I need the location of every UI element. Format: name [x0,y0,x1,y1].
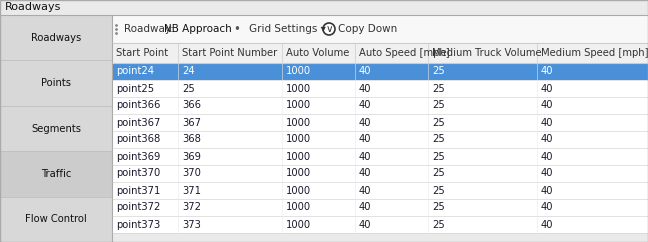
Text: point373: point373 [116,219,160,229]
Text: 40: 40 [359,135,371,144]
Bar [112,165,648,182]
Text: point24: point24 [116,67,154,76]
Text: Roadway:: Roadway: [124,24,174,34]
Text: Medium Truck Volume: Medium Truck Volume [432,48,542,58]
Text: 25: 25 [432,83,445,93]
Text: 40: 40 [541,168,553,179]
Bar [112,131,648,148]
Text: 40: 40 [541,83,553,93]
Text: •: • [233,23,240,36]
Text: 40: 40 [359,186,371,196]
Text: 25: 25 [432,118,445,128]
Text: point370: point370 [116,168,160,179]
Bar [112,114,648,131]
Text: 368: 368 [182,135,201,144]
Text: 40: 40 [359,219,371,229]
Bar [0,197,112,242]
Bar [112,199,648,216]
Text: Start Point: Start Point [116,48,168,58]
Text: 40: 40 [359,118,371,128]
Text: 370: 370 [182,168,201,179]
Text: point369: point369 [116,151,160,161]
Text: 1000: 1000 [286,219,311,229]
Text: 373: 373 [182,219,201,229]
Text: 40: 40 [359,203,371,212]
Text: 369: 369 [182,151,201,161]
Text: Points: Points [41,78,71,88]
Text: 366: 366 [182,100,201,111]
Text: Roadways: Roadways [5,2,62,13]
Bar [112,15,648,43]
Text: point367: point367 [116,118,160,128]
Text: 25: 25 [432,67,445,76]
Text: 40: 40 [541,135,553,144]
Bar [0,60,112,106]
Bar [0,151,112,197]
Text: 1000: 1000 [286,168,311,179]
Text: 40: 40 [359,168,371,179]
Text: 25: 25 [432,100,445,111]
Text: 40: 40 [541,151,553,161]
Text: 25: 25 [432,168,445,179]
Text: 25: 25 [432,151,445,161]
Text: ∨: ∨ [325,24,333,35]
Text: 40: 40 [359,67,371,76]
Text: 40: 40 [541,118,553,128]
Text: 40: 40 [359,83,371,93]
Text: Grid Settings ▾: Grid Settings ▾ [249,24,326,34]
Bar [112,43,648,63]
Text: 25: 25 [432,186,445,196]
Text: 40: 40 [541,203,553,212]
Text: Medium Speed [mph]: Medium Speed [mph] [541,48,648,58]
Text: 367: 367 [182,118,201,128]
Text: Segments: Segments [31,123,81,134]
Text: 1000: 1000 [286,203,311,212]
Text: point371: point371 [116,186,160,196]
Bar [0,106,112,151]
Text: 40: 40 [359,100,371,111]
Text: Auto Speed [mph]: Auto Speed [mph] [359,48,450,58]
Text: point366: point366 [116,100,160,111]
Text: 40: 40 [541,186,553,196]
Text: 1000: 1000 [286,83,311,93]
Text: 1000: 1000 [286,118,311,128]
Text: point25: point25 [116,83,154,93]
Text: Traffic: Traffic [41,169,71,179]
Text: 25: 25 [432,203,445,212]
Text: 1000: 1000 [286,67,311,76]
Text: 40: 40 [359,151,371,161]
Bar [112,80,648,97]
Text: 1000: 1000 [286,151,311,161]
Bar [0,15,112,242]
Bar [112,63,648,80]
Text: Auto Volume: Auto Volume [286,48,349,58]
Text: 25: 25 [182,83,195,93]
Text: 371: 371 [182,186,201,196]
Text: Roadways: Roadways [31,33,81,43]
Text: 372: 372 [182,203,201,212]
Text: Flow Control: Flow Control [25,214,87,224]
Text: 25: 25 [432,219,445,229]
Text: point372: point372 [116,203,160,212]
Bar [0,15,112,60]
Text: NB Approach: NB Approach [164,24,232,34]
Text: Start Point Number: Start Point Number [182,48,277,58]
Bar [112,216,648,233]
Bar [112,148,648,165]
Text: 25: 25 [432,135,445,144]
Text: 24: 24 [182,67,194,76]
Bar [112,182,648,199]
Text: 1000: 1000 [286,186,311,196]
Text: 40: 40 [541,100,553,111]
Circle shape [323,23,335,35]
Text: 40: 40 [541,67,553,76]
Bar [112,97,648,114]
Bar [0,0,648,15]
Text: point368: point368 [116,135,160,144]
Text: 1000: 1000 [286,100,311,111]
Text: 1000: 1000 [286,135,311,144]
Text: Copy Down: Copy Down [338,24,397,34]
Text: 40: 40 [541,219,553,229]
